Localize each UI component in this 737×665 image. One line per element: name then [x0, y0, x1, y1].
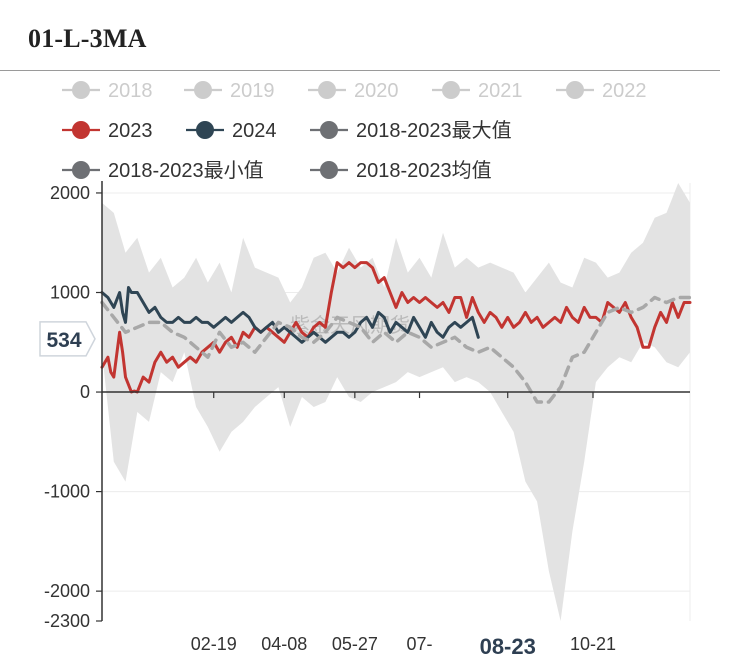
- x-tick-label: 04-08: [261, 634, 307, 654]
- legend-label: 2022: [602, 80, 647, 102]
- legend-item-2021-3[interactable]: 2021: [432, 80, 523, 102]
- pointer-value-label: 534: [46, 329, 81, 352]
- legend-marker-icon: [318, 81, 336, 99]
- y-tick-label: 0: [80, 382, 90, 402]
- legend-label: 2018-2023最大值: [356, 119, 512, 142]
- y-tick-label: -2000: [44, 581, 90, 601]
- legend-label: 2018: [108, 80, 153, 102]
- legend-marker-icon: [196, 121, 214, 139]
- x-tick-label: 10-21: [570, 634, 616, 654]
- legend-label: 2021: [478, 80, 523, 102]
- legend-marker-icon: [442, 81, 460, 99]
- legend-item-2020-2[interactable]: 2020: [308, 80, 399, 102]
- legend-label: 2019: [230, 80, 275, 102]
- legend-item-2018-2023-7[interactable]: 2018-2023最大值: [310, 119, 512, 142]
- min-max-band: [102, 183, 690, 621]
- legend-item-2024-6[interactable]: 2024: [186, 120, 277, 142]
- y-tick-label: 2000: [50, 183, 90, 203]
- legend-item-2018-2023-8[interactable]: 2018-2023最小值: [62, 159, 264, 182]
- legend-item-2018-2023-9[interactable]: 2018-2023均值: [310, 159, 492, 182]
- watermark-text: 紫金天风期货: [290, 313, 410, 337]
- watermark: 紫金天风期货: [290, 313, 410, 337]
- legend-marker-icon: [320, 121, 338, 139]
- legend-label: 2018-2023均值: [356, 159, 492, 182]
- legend-marker-icon: [72, 161, 90, 179]
- legend-item-2018-0[interactable]: 2018: [62, 80, 153, 102]
- x-tick-label: 07-: [407, 634, 433, 654]
- legend-marker-icon: [72, 121, 90, 139]
- legend-marker-icon: [320, 161, 338, 179]
- legend-marker-icon: [194, 81, 212, 99]
- chart-title: 01-L-3MA: [28, 24, 147, 53]
- y-tick-label: -1000: [44, 482, 90, 502]
- legend-label: 2023: [108, 120, 153, 142]
- y-tick-label: 1000: [50, 283, 90, 303]
- legend-label: 2020: [354, 80, 399, 102]
- series-lines: [100, 261, 692, 404]
- pointer-badge: [39, 321, 96, 357]
- band-area-max-min: [102, 183, 690, 621]
- legend-marker-icon: [72, 81, 90, 99]
- legend-label: 2024: [232, 120, 277, 142]
- title-divider: [0, 70, 720, 71]
- series-line-2023: [100, 261, 692, 394]
- x-tick-label: 02-19: [191, 634, 237, 654]
- series-line-2024: [100, 286, 480, 344]
- legend-item-2022-4[interactable]: 2022: [556, 80, 647, 102]
- legend-label: 2018-2023最小值: [108, 159, 264, 182]
- y-tick-label: -2300: [44, 611, 90, 631]
- x-tick-label: 05-27: [332, 634, 378, 654]
- series-line-2018-2023: [100, 295, 692, 404]
- y-axis-pointer: 534: [39, 321, 96, 357]
- legend: 2018 2019 2020 2021 2022 2023 2024 2018-2023最大值…: [62, 80, 647, 182]
- axes: 2000 1000 0 -1000 -2000 -2300 02-19 04-08 05-27 0…: [44, 181, 690, 659]
- legend-item-2023-5[interactable]: 2023: [62, 120, 153, 142]
- legend-item-2019-1[interactable]: 2019: [184, 80, 275, 102]
- legend-marker-icon: [566, 81, 584, 99]
- x-tick-label-highlight: 08-23: [480, 634, 536, 659]
